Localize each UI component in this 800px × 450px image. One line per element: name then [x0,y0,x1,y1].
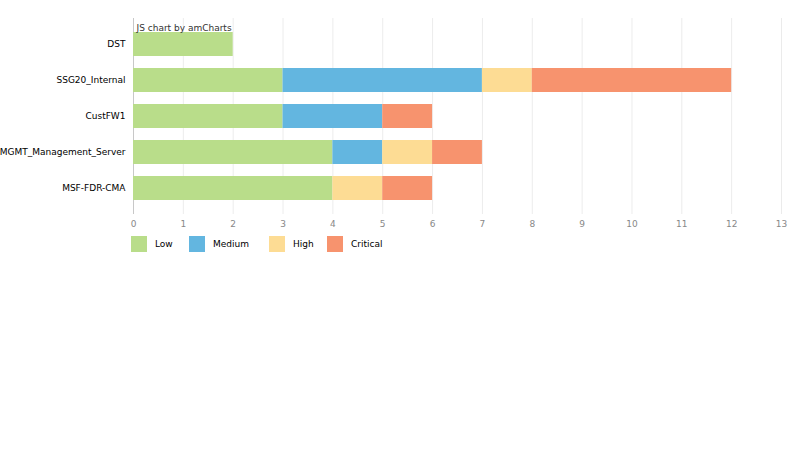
html-text:High: High [293,239,314,249]
svg-text:13: 13 [776,219,787,229]
svg-text:0: 0 [131,219,137,229]
svg-text:9: 9 [579,219,585,229]
svg-text:4: 4 [330,219,336,229]
svg-text:SSG20_Internal: SSG20_Internal [56,75,125,85]
svg-text:6: 6 [430,219,436,229]
svg-text:3: 3 [280,219,286,229]
html-text:Critical: Critical [351,239,383,249]
svg-text:7: 7 [480,219,486,229]
svg-text:5: 5 [380,219,386,229]
svg-text:12: 12 [726,219,737,229]
svg-text:2: 2 [230,219,236,229]
svg-text:MSF-FDR-CMA: MSF-FDR-CMA [62,183,126,193]
svg-text:10: 10 [626,219,638,229]
svg-text:DST: DST [107,39,126,49]
svg-text:11: 11 [676,219,687,229]
svg-text:CustFW1: CustFW1 [85,111,125,121]
svg-text:8: 8 [529,219,535,229]
svg-text:DD-MGMT_Management_Server: DD-MGMT_Management_Server [0,147,126,157]
svg-text:1: 1 [180,219,186,229]
html-text:Medium: Medium [213,239,249,249]
html-text:Low: Low [155,239,173,249]
svg-text:JS chart by amCharts: JS chart by amCharts [136,23,232,33]
